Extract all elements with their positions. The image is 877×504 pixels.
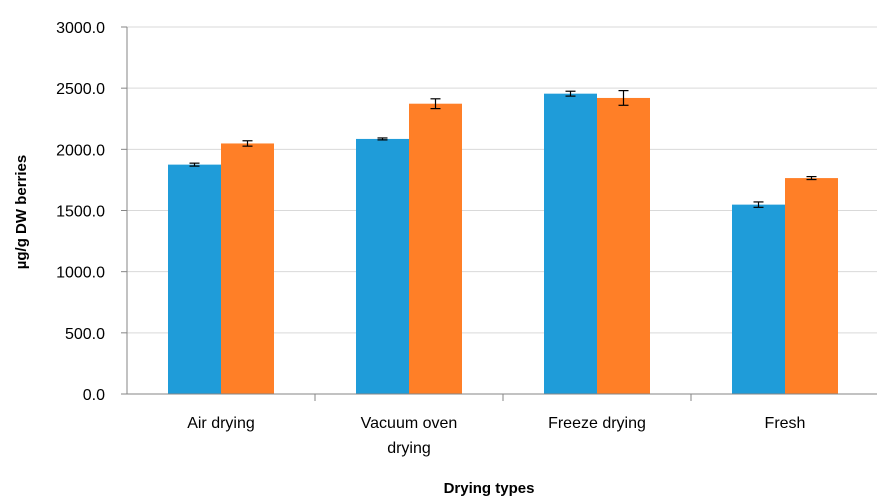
y-tick-label: 1500.0 <box>56 204 105 221</box>
x-category-label: drying <box>387 440 431 457</box>
error-bar <box>189 162 200 167</box>
x-category-label: Vacuum oven <box>361 415 458 432</box>
y-tick-label: 0.0 <box>83 387 105 404</box>
error-bar <box>806 176 817 181</box>
error-bar <box>430 98 441 110</box>
bar <box>732 204 785 394</box>
x-category-label: Freeze drying <box>548 415 646 432</box>
error-bar <box>377 137 388 141</box>
bar <box>544 93 597 395</box>
error-bar <box>618 90 629 106</box>
x-category-label: Air drying <box>187 415 255 432</box>
error-bar <box>242 140 253 147</box>
y-tick-label: 1000.0 <box>56 265 105 282</box>
x-axis-title: Drying types <box>444 480 535 497</box>
bar <box>221 143 274 394</box>
axes <box>121 26 877 401</box>
bar <box>597 97 650 394</box>
bar <box>168 164 221 394</box>
error-bars <box>189 90 817 208</box>
labels: 0.0 500.0 1000.0 1500.0 2000.0 2500.0 3000.0 Ai… <box>56 20 805 457</box>
x-category-label: Fresh <box>765 415 806 432</box>
y-axis-title: µg/g DW berries <box>13 155 30 270</box>
bar <box>409 103 462 394</box>
y-tick-label: 2000.0 <box>56 142 105 159</box>
bar <box>785 178 838 394</box>
y-tick-label: 3000.0 <box>56 20 105 37</box>
y-tick-label: 500.0 <box>65 326 105 343</box>
bar <box>356 138 409 394</box>
error-bar <box>753 201 764 208</box>
bars <box>168 93 838 395</box>
error-bar <box>565 90 576 97</box>
y-tick-label: 2500.0 <box>56 81 105 98</box>
